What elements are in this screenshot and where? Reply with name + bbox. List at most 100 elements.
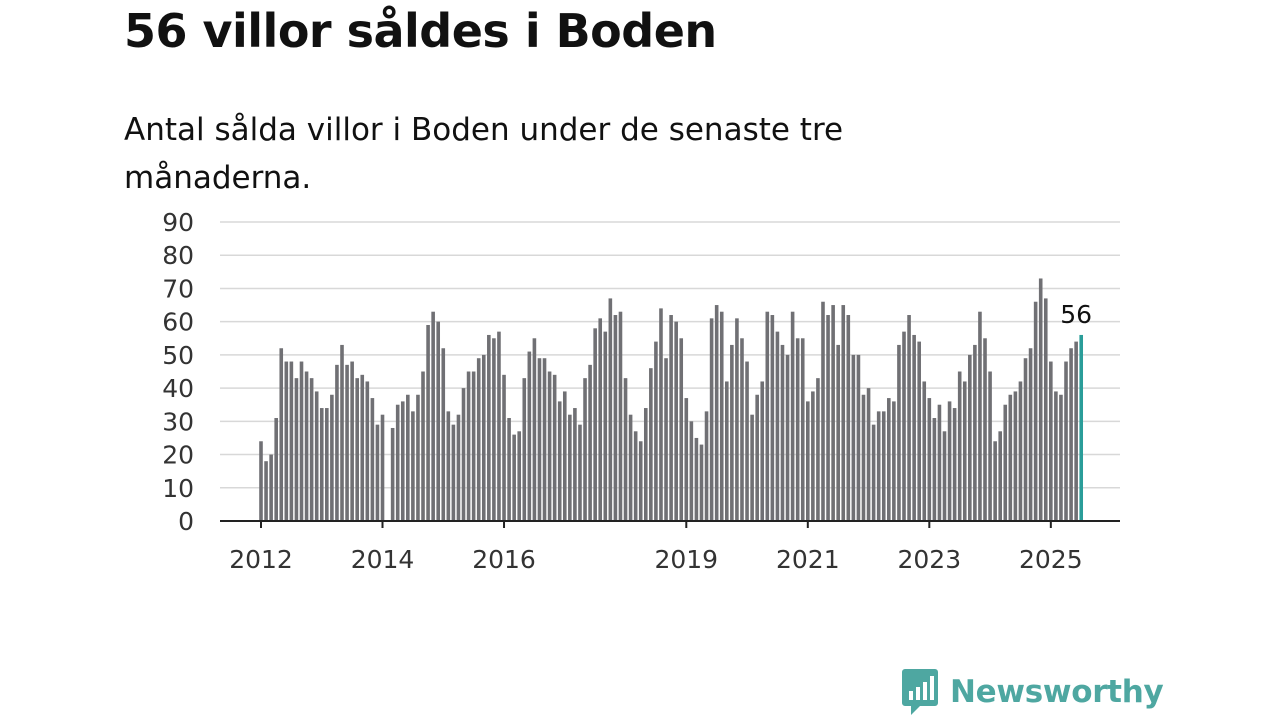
bar	[340, 344, 344, 521]
bar	[861, 394, 866, 521]
bar	[952, 408, 957, 521]
bar	[325, 408, 329, 521]
bar	[355, 378, 359, 521]
bar	[1049, 361, 1053, 521]
bar	[745, 361, 749, 521]
bar	[755, 394, 759, 521]
bar	[390, 427, 395, 521]
bar	[562, 391, 567, 521]
bar	[1028, 348, 1033, 521]
bar	[836, 344, 840, 521]
bar	[497, 331, 501, 521]
bar	[1008, 394, 1013, 521]
bar	[821, 301, 825, 521]
bar	[876, 411, 881, 521]
bar	[932, 418, 937, 521]
bar	[284, 361, 289, 521]
bar	[719, 311, 724, 521]
bar	[294, 378, 299, 521]
bar	[957, 371, 962, 521]
bar	[699, 444, 704, 521]
bar	[542, 358, 547, 521]
bar	[406, 394, 410, 521]
y-tick-label: 30	[162, 407, 194, 436]
bar	[1018, 381, 1023, 521]
bar	[856, 354, 861, 521]
bar	[887, 398, 891, 521]
bar	[623, 378, 628, 521]
bar	[937, 404, 942, 521]
bar	[968, 354, 972, 521]
bar	[446, 411, 451, 521]
bar	[649, 368, 653, 521]
brand-name: Newsworthy	[950, 674, 1164, 710]
bar-highlight	[1079, 334, 1084, 521]
bar	[588, 364, 592, 521]
bar	[795, 338, 800, 521]
bar	[512, 434, 516, 521]
x-tick-label: 2021	[776, 545, 840, 574]
bar	[897, 344, 901, 521]
x-tick-label: 2023	[898, 545, 962, 574]
bar	[380, 414, 385, 521]
bar	[269, 454, 273, 521]
bar	[765, 311, 770, 521]
bar	[714, 305, 719, 521]
bar	[988, 371, 992, 521]
bar	[669, 315, 673, 521]
bar	[264, 461, 268, 521]
bar	[1038, 278, 1043, 521]
bar	[335, 364, 339, 521]
bar	[674, 321, 678, 521]
y-tick-label: 10	[162, 474, 194, 503]
newsworthy-logo: Newsworthy	[900, 667, 1164, 717]
bar	[299, 361, 304, 521]
bar	[811, 391, 815, 521]
bar	[370, 398, 375, 521]
bars	[259, 278, 1084, 521]
bar	[345, 364, 349, 521]
y-tick-label: 20	[162, 441, 194, 470]
bar	[628, 414, 633, 521]
bar	[259, 441, 263, 521]
bar	[476, 358, 481, 521]
bar	[487, 334, 491, 521]
bar	[740, 338, 744, 521]
bar-chart: 0 10 20 30 40 50 60 70 80 90 2012 2014 2016 2019 2021 2…	[162, 208, 1120, 574]
bar	[922, 381, 927, 521]
bar	[800, 338, 805, 521]
bar	[770, 315, 775, 521]
bar	[785, 354, 790, 521]
bar	[831, 305, 835, 521]
bar	[638, 441, 643, 521]
bar	[492, 338, 496, 521]
bar	[532, 338, 537, 521]
bar	[993, 441, 997, 521]
y-tick-label: 0	[178, 507, 194, 536]
x-tick-label: 2025	[1019, 545, 1083, 574]
bar	[537, 358, 542, 521]
y-tick-label: 70	[162, 274, 194, 303]
bar	[866, 388, 871, 521]
chart-subtitle: Antal sålda villor i Boden under de sena…	[124, 112, 844, 196]
bar	[431, 311, 435, 521]
bar	[400, 401, 405, 521]
bar	[917, 341, 921, 521]
bar	[481, 354, 486, 521]
data-label: 56	[1060, 300, 1092, 329]
bar	[846, 315, 851, 521]
bar	[421, 371, 425, 521]
bar	[461, 388, 466, 521]
bar	[851, 354, 856, 521]
bar	[724, 381, 729, 521]
bar	[547, 371, 552, 521]
bar	[279, 348, 284, 521]
bar	[907, 315, 911, 521]
bar	[659, 308, 663, 521]
axes: 0 10 20 30 40 50 60 70 80 90 2012 2014 2016 2019 2021 2…	[162, 208, 1120, 574]
y-tick-label: 60	[162, 308, 194, 337]
bar	[416, 394, 420, 521]
bar	[633, 431, 638, 521]
bar	[1023, 358, 1028, 521]
bar	[573, 408, 577, 521]
